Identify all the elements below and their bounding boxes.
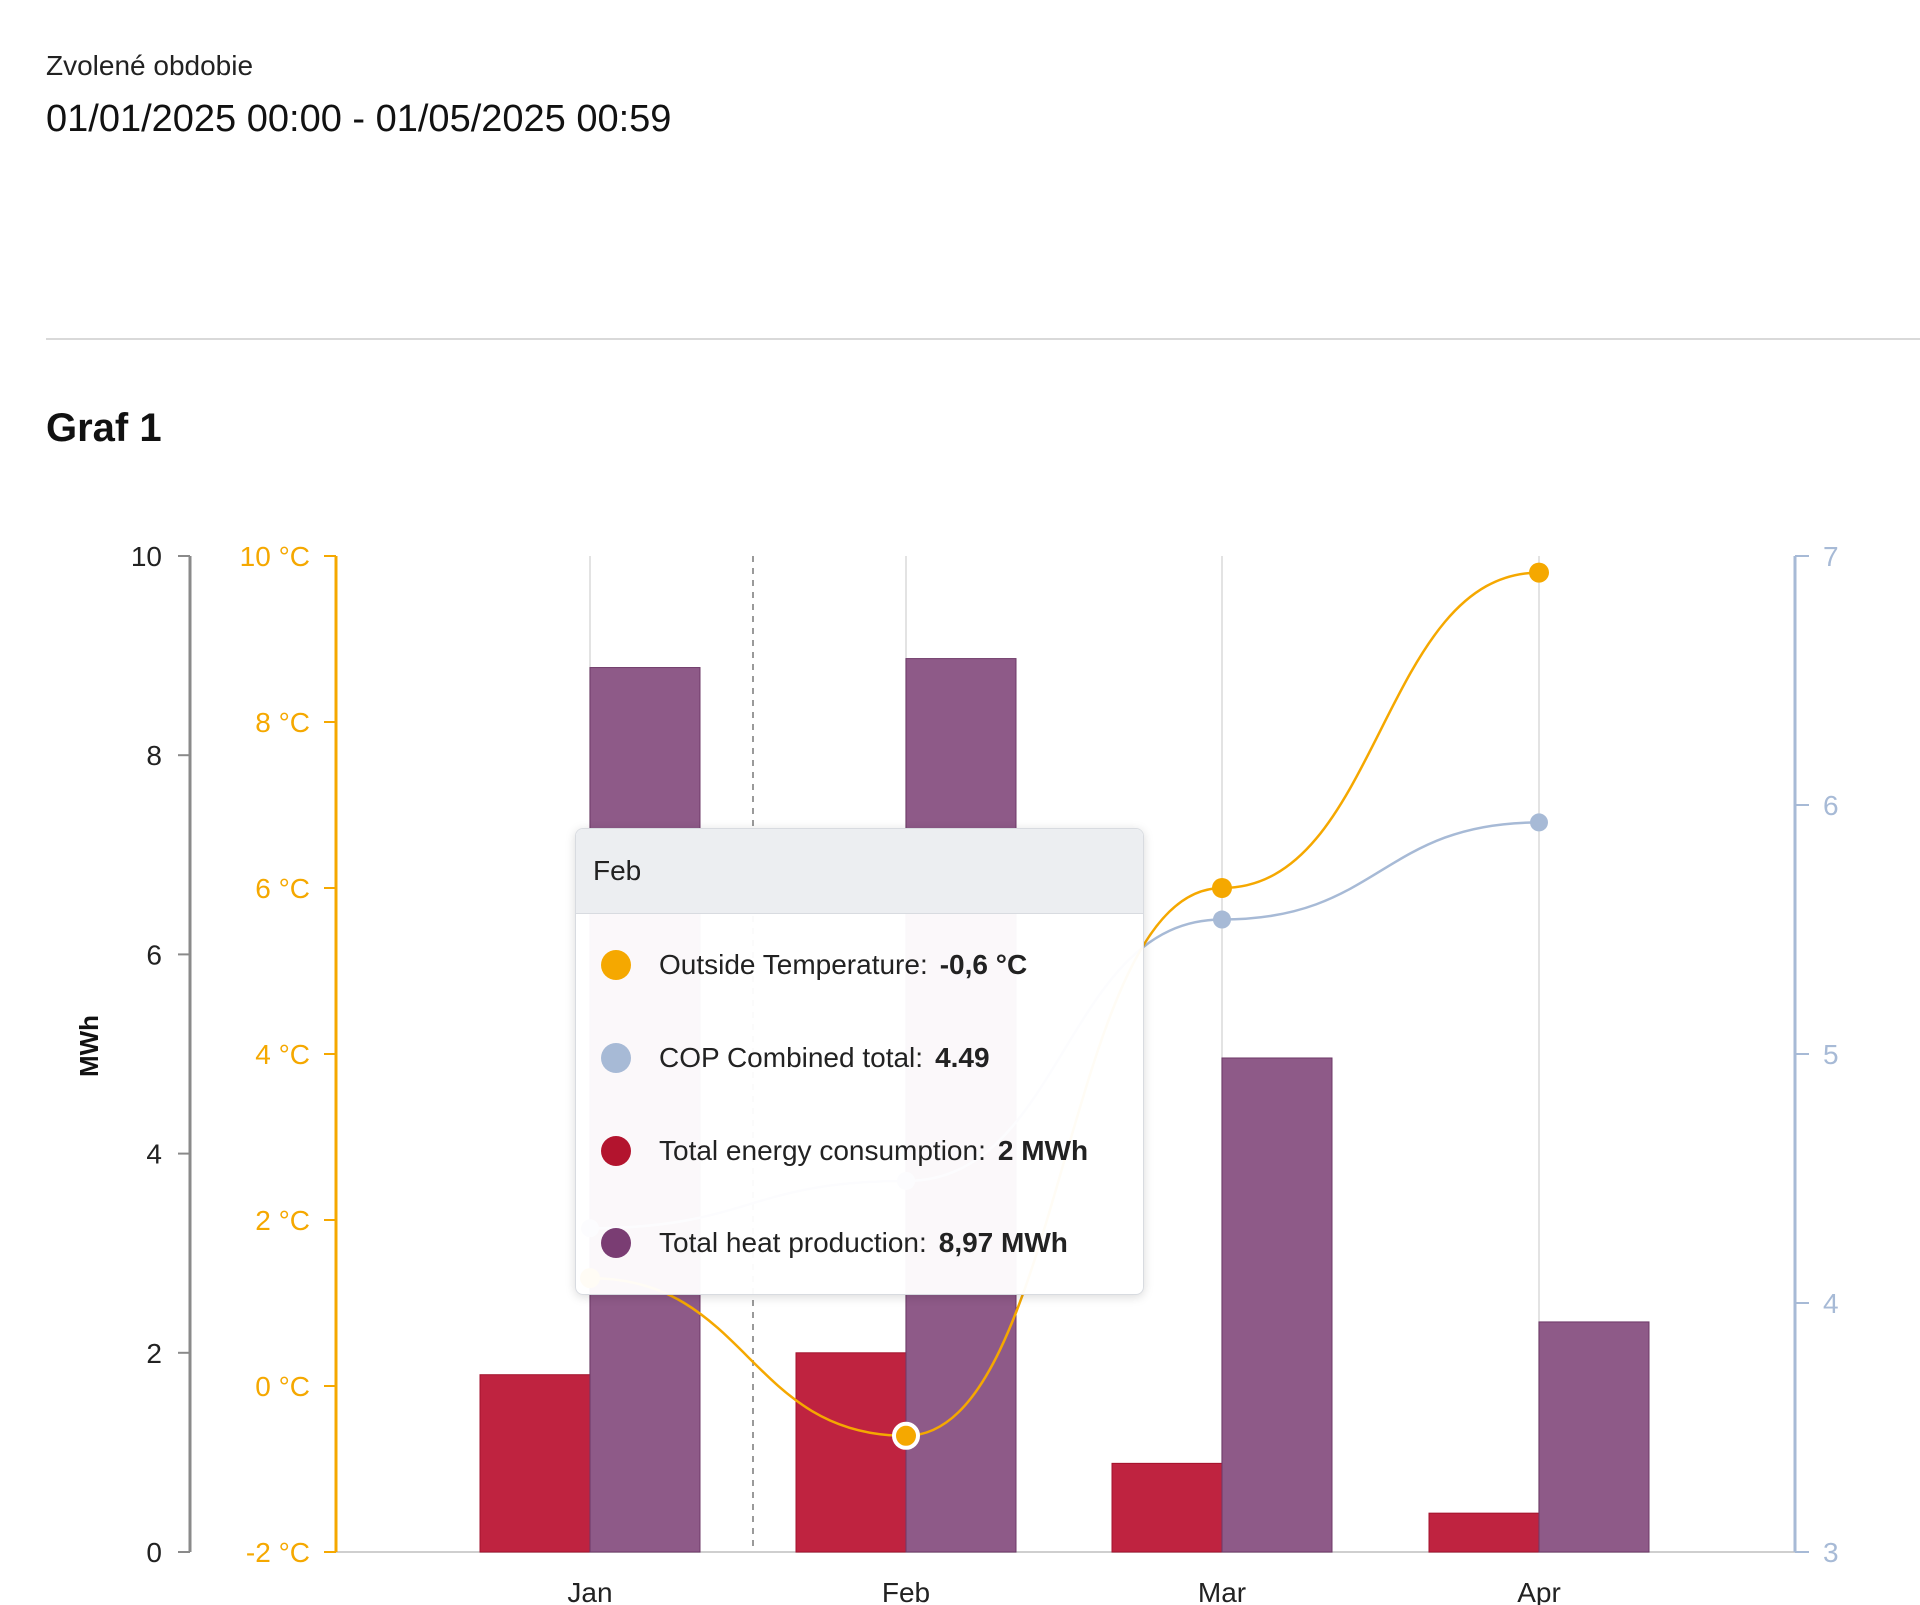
cop-tick-label: 6: [1823, 790, 1839, 821]
consumption-bar: [795, 1352, 907, 1553]
tooltip-row-production: Total heat production: 8,97 MWh: [601, 1227, 1068, 1259]
mwh-tick-label: 0: [146, 1537, 162, 1568]
consumption-bar: [479, 1374, 591, 1553]
temperature-tick-label: -2 °C: [246, 1537, 310, 1568]
x-tick-label: Jan: [567, 1577, 612, 1605]
temperature-tick-label: 10 °C: [240, 541, 310, 572]
mwh-tick-label: 4: [146, 1139, 162, 1170]
mwh-tick-label: 10: [131, 541, 162, 572]
period-label: Zvolené obdobie: [46, 50, 254, 81]
tooltip-row-cop: COP Combined total: 4.49: [601, 1042, 990, 1074]
x-tick-label: Mar: [1198, 1577, 1246, 1605]
mwh-tick-label: 6: [146, 939, 162, 970]
tooltip-value: 8,97 MWh: [938, 1227, 1068, 1258]
production-bar: [1221, 1057, 1333, 1553]
tooltip-label: Total heat production:: [659, 1227, 927, 1258]
consumption-bar: [1428, 1512, 1540, 1553]
cop-tick-label: 5: [1823, 1039, 1839, 1070]
cop-tick-label: 3: [1823, 1537, 1839, 1568]
tooltip-label: Outside Temperature:: [659, 949, 928, 980]
temperature-tick-label: 2 °C: [255, 1205, 310, 1236]
tooltip-row-temperature: Outside Temperature: -0,6 °C: [601, 949, 1027, 981]
x-tick-label: Feb: [882, 1577, 930, 1605]
tooltip-value: -0,6 °C: [939, 949, 1028, 980]
period-value: 01/01/2025 00:00 - 01/05/2025 00:59: [46, 98, 672, 140]
mwh-tick-label: 8: [146, 740, 162, 771]
y-axis-label: MWh: [74, 1015, 104, 1077]
temperature-tick-label: 4 °C: [255, 1039, 310, 1070]
consumption-legend-dot: [601, 1136, 631, 1166]
chart-tooltip: Feb Outside Temperature: -0,6 °C COP Com…: [575, 828, 1144, 1295]
cop-tick-label: 4: [1823, 1288, 1839, 1319]
temperature-tick-label: 6 °C: [255, 873, 310, 904]
production-legend-dot: [601, 1228, 631, 1258]
tooltip-value: 4.49: [935, 1042, 990, 1073]
tooltip-row-consumption: Total energy consumption: 2 MWh: [601, 1135, 1088, 1167]
temperature-point: [1529, 562, 1549, 583]
production-bar: [1538, 1321, 1650, 1553]
temperature-point: [1212, 878, 1232, 898]
tooltip-title: Feb: [576, 829, 1143, 914]
temperature-legend-dot: [601, 950, 631, 980]
axis-layer: 0 2 4 6 8 10 -2 °C 0 °C 2 °C 4 °C 6 °C 8 °C 10 °C 3 4 5…: [131, 541, 1839, 1605]
cop-legend-dot: [601, 1043, 631, 1073]
temperature-tick-label: 0 °C: [255, 1371, 310, 1402]
mwh-tick-label: 2: [146, 1338, 162, 1369]
graph-title: Graf 1: [46, 406, 162, 450]
tooltip-value: 2 MWh: [997, 1135, 1089, 1166]
consumption-bar: [1111, 1462, 1223, 1553]
x-tick-label: Apr: [1517, 1577, 1561, 1605]
section-divider: [46, 338, 1920, 340]
temperature-point-hovered: [892, 1421, 920, 1450]
cop-tick-label: 7: [1823, 541, 1839, 572]
tooltip-label: Total energy consumption:: [659, 1135, 986, 1166]
tooltip-label: COP Combined total:: [659, 1042, 924, 1073]
temperature-tick-label: 8 °C: [255, 707, 310, 738]
cop-point: [1213, 910, 1231, 929]
cop-point: [1530, 813, 1548, 832]
